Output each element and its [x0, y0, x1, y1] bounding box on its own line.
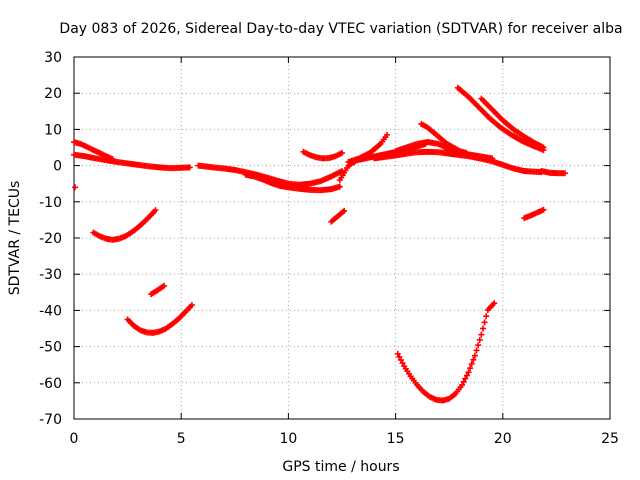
data-point: [463, 149, 470, 156]
data-point: [336, 183, 343, 190]
data-points: [71, 84, 568, 404]
x-tick-label: 0: [70, 431, 79, 447]
data-point: [109, 156, 116, 163]
data-point: [462, 375, 469, 382]
data-point: [397, 356, 404, 363]
series-arc-6: [124, 301, 195, 336]
y-tick-label: 20: [44, 86, 62, 102]
series-arc-10: [328, 207, 348, 225]
data-point: [483, 313, 490, 320]
series-arc-12: [345, 131, 391, 165]
y-tick-label: 30: [44, 50, 62, 66]
data-point: [459, 381, 466, 388]
data-point: [475, 342, 482, 349]
x-tick-label: 5: [177, 431, 186, 447]
data-point: [467, 365, 474, 372]
series-arc-20: [394, 300, 498, 404]
y-tick-label: -20: [39, 231, 62, 247]
x-tick-label: 20: [494, 431, 512, 447]
x-tick-label: 15: [387, 431, 405, 447]
series-arc-18: [521, 206, 547, 222]
data-point: [161, 282, 168, 289]
series-arc-3: [72, 184, 79, 191]
data-point: [152, 207, 159, 214]
data-point: [468, 360, 475, 367]
data-point: [72, 184, 79, 191]
y-tick-label: -50: [39, 340, 62, 356]
series-arc-17: [478, 95, 547, 151]
y-tick-label: -10: [39, 195, 62, 211]
data-point: [341, 207, 348, 214]
data-point: [473, 347, 480, 354]
y-tick-label: -70: [39, 412, 62, 428]
x-tick-label: 10: [279, 431, 297, 447]
x-axis-label: GPS time / hours: [282, 459, 399, 475]
series-arc-19: [538, 168, 568, 177]
data-point: [540, 206, 547, 213]
data-point: [396, 353, 403, 360]
data-point: [478, 331, 485, 338]
series-arc-9: [300, 148, 345, 162]
series-arc-1: [71, 151, 193, 172]
data-point: [470, 356, 477, 363]
data-point: [399, 360, 406, 367]
axis-ticks: -70 -60 -50 -40 -30 -20 -10 0 10 20 30 0 5 10 15 20 25: [39, 50, 619, 447]
y-tick-label: 10: [44, 122, 62, 138]
data-point: [479, 325, 486, 332]
y-tick-label: -30: [39, 267, 62, 283]
data-point: [384, 131, 391, 138]
data-point: [460, 378, 467, 385]
data-point: [339, 149, 345, 156]
data-point: [481, 319, 488, 326]
series-arc-4: [90, 207, 159, 243]
grid-lines: [74, 57, 610, 419]
data-point: [188, 301, 195, 308]
y-tick-label: -60: [39, 376, 62, 392]
data-point: [394, 350, 401, 357]
y-tick-label: 0: [53, 159, 62, 175]
data-point: [186, 164, 193, 171]
data-point: [471, 352, 478, 359]
data-point: [491, 300, 498, 307]
data-point: [465, 369, 472, 376]
data-point: [463, 372, 470, 379]
chart-title: Day 083 of 2026, Sidereal Day-to-day VTE…: [59, 21, 622, 37]
data-point: [561, 170, 568, 177]
series-arc-5: [148, 282, 168, 298]
series-arc-2: [71, 139, 116, 163]
data-point: [476, 336, 483, 343]
y-axis-label: SDTVAR / TECUs: [7, 181, 23, 296]
y-tick-label: -40: [39, 303, 62, 319]
data-point: [540, 144, 547, 151]
x-tick-label: 25: [601, 431, 619, 447]
data-point: [489, 155, 496, 162]
series-arc-15: [418, 120, 470, 156]
series-arc-8: [242, 171, 343, 194]
